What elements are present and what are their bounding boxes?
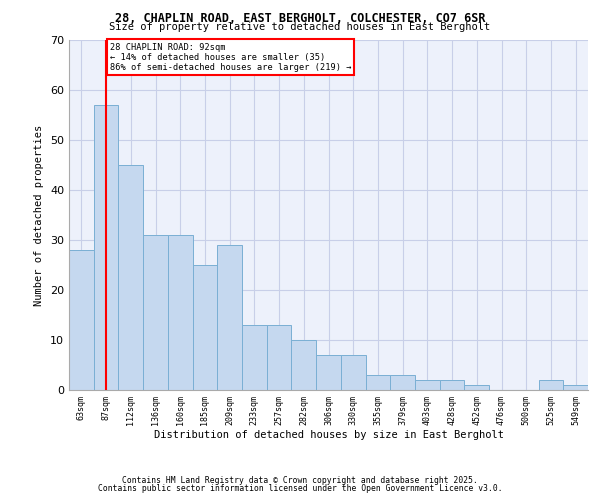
Bar [267,325,292,390]
Bar [94,105,118,390]
Bar [464,385,489,390]
Bar [69,250,94,390]
Bar [316,355,341,390]
Bar [390,375,415,390]
Text: Contains public sector information licensed under the Open Government Licence v3: Contains public sector information licen… [98,484,502,493]
Bar [217,245,242,390]
Bar [415,380,440,390]
Text: Contains HM Land Registry data © Crown copyright and database right 2025.: Contains HM Land Registry data © Crown c… [122,476,478,485]
Bar [118,165,143,390]
Bar [341,355,365,390]
Bar [242,325,267,390]
X-axis label: Distribution of detached houses by size in East Bergholt: Distribution of detached houses by size … [154,430,503,440]
Bar [365,375,390,390]
Bar [193,265,217,390]
Bar [143,235,168,390]
Bar [292,340,316,390]
Bar [168,235,193,390]
Y-axis label: Number of detached properties: Number of detached properties [34,124,44,306]
Text: 28 CHAPLIN ROAD: 92sqm
← 14% of detached houses are smaller (35)
86% of semi-det: 28 CHAPLIN ROAD: 92sqm ← 14% of detached… [110,42,351,72]
Bar [440,380,464,390]
Text: Size of property relative to detached houses in East Bergholt: Size of property relative to detached ho… [109,22,491,32]
Bar [563,385,588,390]
Text: 28, CHAPLIN ROAD, EAST BERGHOLT, COLCHESTER, CO7 6SR: 28, CHAPLIN ROAD, EAST BERGHOLT, COLCHES… [115,12,485,26]
Bar [539,380,563,390]
